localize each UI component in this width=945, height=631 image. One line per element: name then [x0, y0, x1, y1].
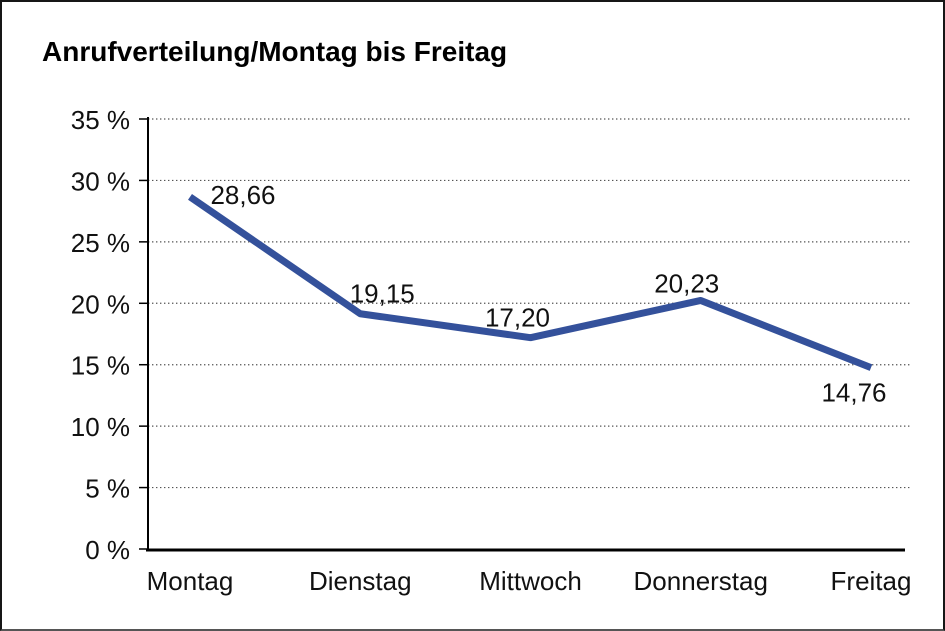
data-label: 20,23 [654, 268, 719, 298]
chart-title: Anrufverteilung/Montag bis Freitag [42, 36, 508, 67]
y-axis-label: 30 % [71, 166, 130, 196]
y-axis-label: 20 % [71, 289, 130, 319]
series-line [188, 194, 873, 371]
y-axis-label: 15 % [71, 351, 130, 381]
x-axis-label: Donnerstag [634, 566, 768, 596]
y-axis-label: 5 % [85, 474, 130, 504]
data-label: 17,20 [485, 303, 550, 333]
data-label: 14,76 [821, 378, 886, 408]
y-axis-label: 35 % [71, 105, 130, 135]
x-axis-label: Dienstag [309, 566, 412, 596]
data-label: 19,15 [350, 279, 415, 309]
x-axis-label: Mittwoch [479, 566, 582, 596]
y-axis-label: 10 % [71, 412, 130, 442]
data-label: 28,66 [210, 180, 275, 210]
y-axis-label: 0 % [85, 535, 130, 565]
y-axis-label: 25 % [71, 228, 130, 258]
x-axis-label: Freitag [831, 566, 912, 596]
x-axis-label: Montag [147, 566, 234, 596]
